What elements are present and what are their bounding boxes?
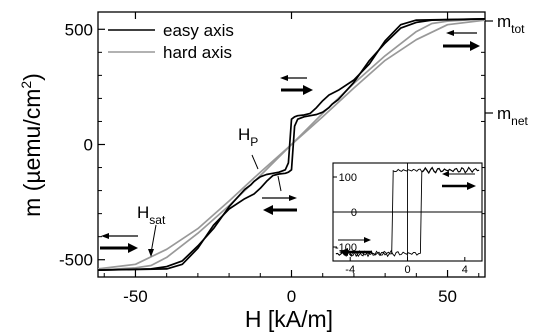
hsat-annotation: Hsat <box>137 203 166 257</box>
m-net-text: mnet <box>497 104 529 128</box>
arrow-right-center-top <box>281 85 313 95</box>
arrow-right-bottom-left <box>100 243 138 253</box>
m-tot-text: mtot <box>497 12 525 36</box>
x-tick-label: -50 <box>123 287 148 306</box>
inset-x-tick-label: 0 <box>404 264 410 276</box>
x-axis-title: H [kA/m] <box>245 306 333 332</box>
arrow-left-bottom-left <box>101 233 138 239</box>
m-net-label: mnet <box>485 104 529 128</box>
hp-annotation: HP <box>238 125 258 169</box>
inset-y-tick-label: 100 <box>339 172 357 184</box>
m-tot-label: mtot <box>485 12 525 36</box>
arrow-left-center-bottom <box>263 205 297 215</box>
legend: easy axis hard axis <box>108 21 234 62</box>
arrow-right-center-bottom <box>262 195 297 201</box>
hp-pointer <box>252 155 258 169</box>
inset-y-tick-label: 0 <box>351 207 357 219</box>
inset-x-tick-label: -4 <box>345 264 355 276</box>
arrow-right-top-right <box>443 41 480 51</box>
x-tick-label: 50 <box>438 287 457 306</box>
hsat-text: Hsat <box>137 203 166 227</box>
y-axis-title: m (µemu/cm2) <box>18 73 45 217</box>
pointer-center-bottom <box>278 176 281 191</box>
y-tick-label: 0 <box>84 136 93 155</box>
legend-label-hard: hard axis <box>163 43 232 62</box>
legend-label-easy: easy axis <box>163 21 234 40</box>
x-tick-label: 0 <box>287 287 296 306</box>
arrow-left-top-right <box>446 30 477 36</box>
hp-text: HP <box>238 125 258 149</box>
inset-x-tick-label: 4 <box>462 264 468 276</box>
y-tick-label: 500 <box>65 20 93 39</box>
arrow-left-center-top <box>280 75 307 81</box>
y-tick-label: -500 <box>59 251 93 270</box>
hsat-pointer <box>151 225 156 253</box>
